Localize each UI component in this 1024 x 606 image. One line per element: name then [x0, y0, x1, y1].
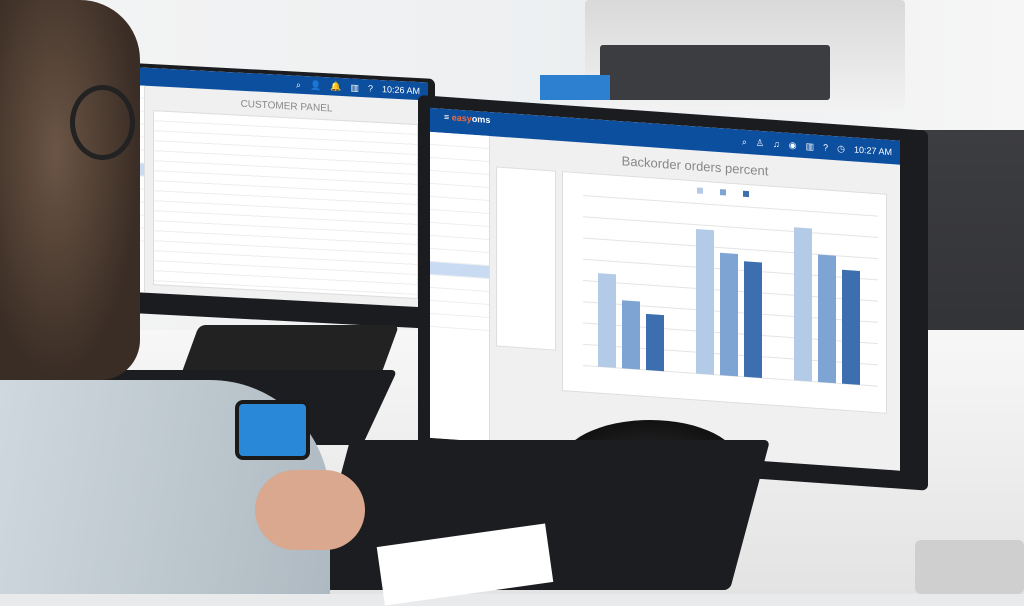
- right-sidebar: [430, 131, 490, 443]
- search-icon[interactable]: ⌕: [741, 136, 747, 147]
- bar-group-1-series-3[interactable]: [646, 314, 664, 372]
- bell-icon[interactable]: 🔔: [330, 80, 342, 92]
- desk-phone: [915, 540, 1024, 594]
- bar-group-3-series-1[interactable]: [794, 227, 812, 382]
- left-monitor: ⌕ 👤 🔔 ▥ ? 10:26 AM CUSTOMER PANEL: [95, 61, 435, 329]
- clock-time: 10:27 AM: [853, 144, 892, 158]
- printer-tray: [600, 45, 830, 100]
- bar-group-2-series-3[interactable]: [744, 261, 762, 379]
- bar-group-1-series-2[interactable]: [622, 300, 640, 370]
- menu-icon[interactable]: ≡: [444, 111, 450, 123]
- bar-group-3-series-2[interactable]: [818, 254, 836, 384]
- right-screen: ≡ easyoms ⌕ ♙ ♫ ◉ ▥ ? ◷ 10:27 AM Backord…: [430, 107, 900, 471]
- hand: [255, 470, 365, 550]
- glasses: [70, 85, 135, 160]
- clock-icon: ◷: [837, 142, 845, 154]
- help-icon[interactable]: ?: [823, 142, 829, 153]
- customer-table: [153, 110, 418, 300]
- gridline: [583, 216, 878, 239]
- brand-icon[interactable]: ◉: [788, 139, 797, 150]
- stamp: [235, 400, 310, 460]
- bar-chart: [583, 195, 878, 387]
- user-icon[interactable]: 👤: [310, 79, 322, 91]
- chart-icon[interactable]: ▥: [350, 81, 359, 93]
- gridline: [583, 195, 878, 217]
- chart-icon[interactable]: ▥: [805, 140, 815, 152]
- search-icon[interactable]: ⌕: [295, 79, 301, 90]
- app-logo: ≡ easyoms: [444, 111, 491, 126]
- left-screen: ⌕ 👤 🔔 ▥ ? 10:26 AM CUSTOMER PANEL: [103, 65, 428, 308]
- person-head: [0, 0, 140, 380]
- user-icon[interactable]: ♙: [755, 137, 764, 148]
- bar-group-2-series-2[interactable]: [720, 253, 738, 377]
- bar-group-2-series-1[interactable]: [696, 229, 714, 376]
- left-monitor-stand: [180, 325, 400, 375]
- filter-panel: [496, 166, 556, 351]
- help-icon[interactable]: ?: [367, 83, 373, 94]
- bell-icon[interactable]: ♫: [772, 138, 780, 150]
- right-monitor: ≡ easyoms ⌕ ♙ ♫ ◉ ▥ ? ◷ 10:27 AM Backord…: [418, 95, 928, 491]
- clock-time: 10:26 AM: [381, 84, 420, 97]
- chart-panel: [562, 171, 887, 414]
- bar-group-3-series-3[interactable]: [842, 270, 860, 386]
- blue-box: [540, 75, 610, 100]
- bar-group-1-series-1[interactable]: [598, 273, 616, 369]
